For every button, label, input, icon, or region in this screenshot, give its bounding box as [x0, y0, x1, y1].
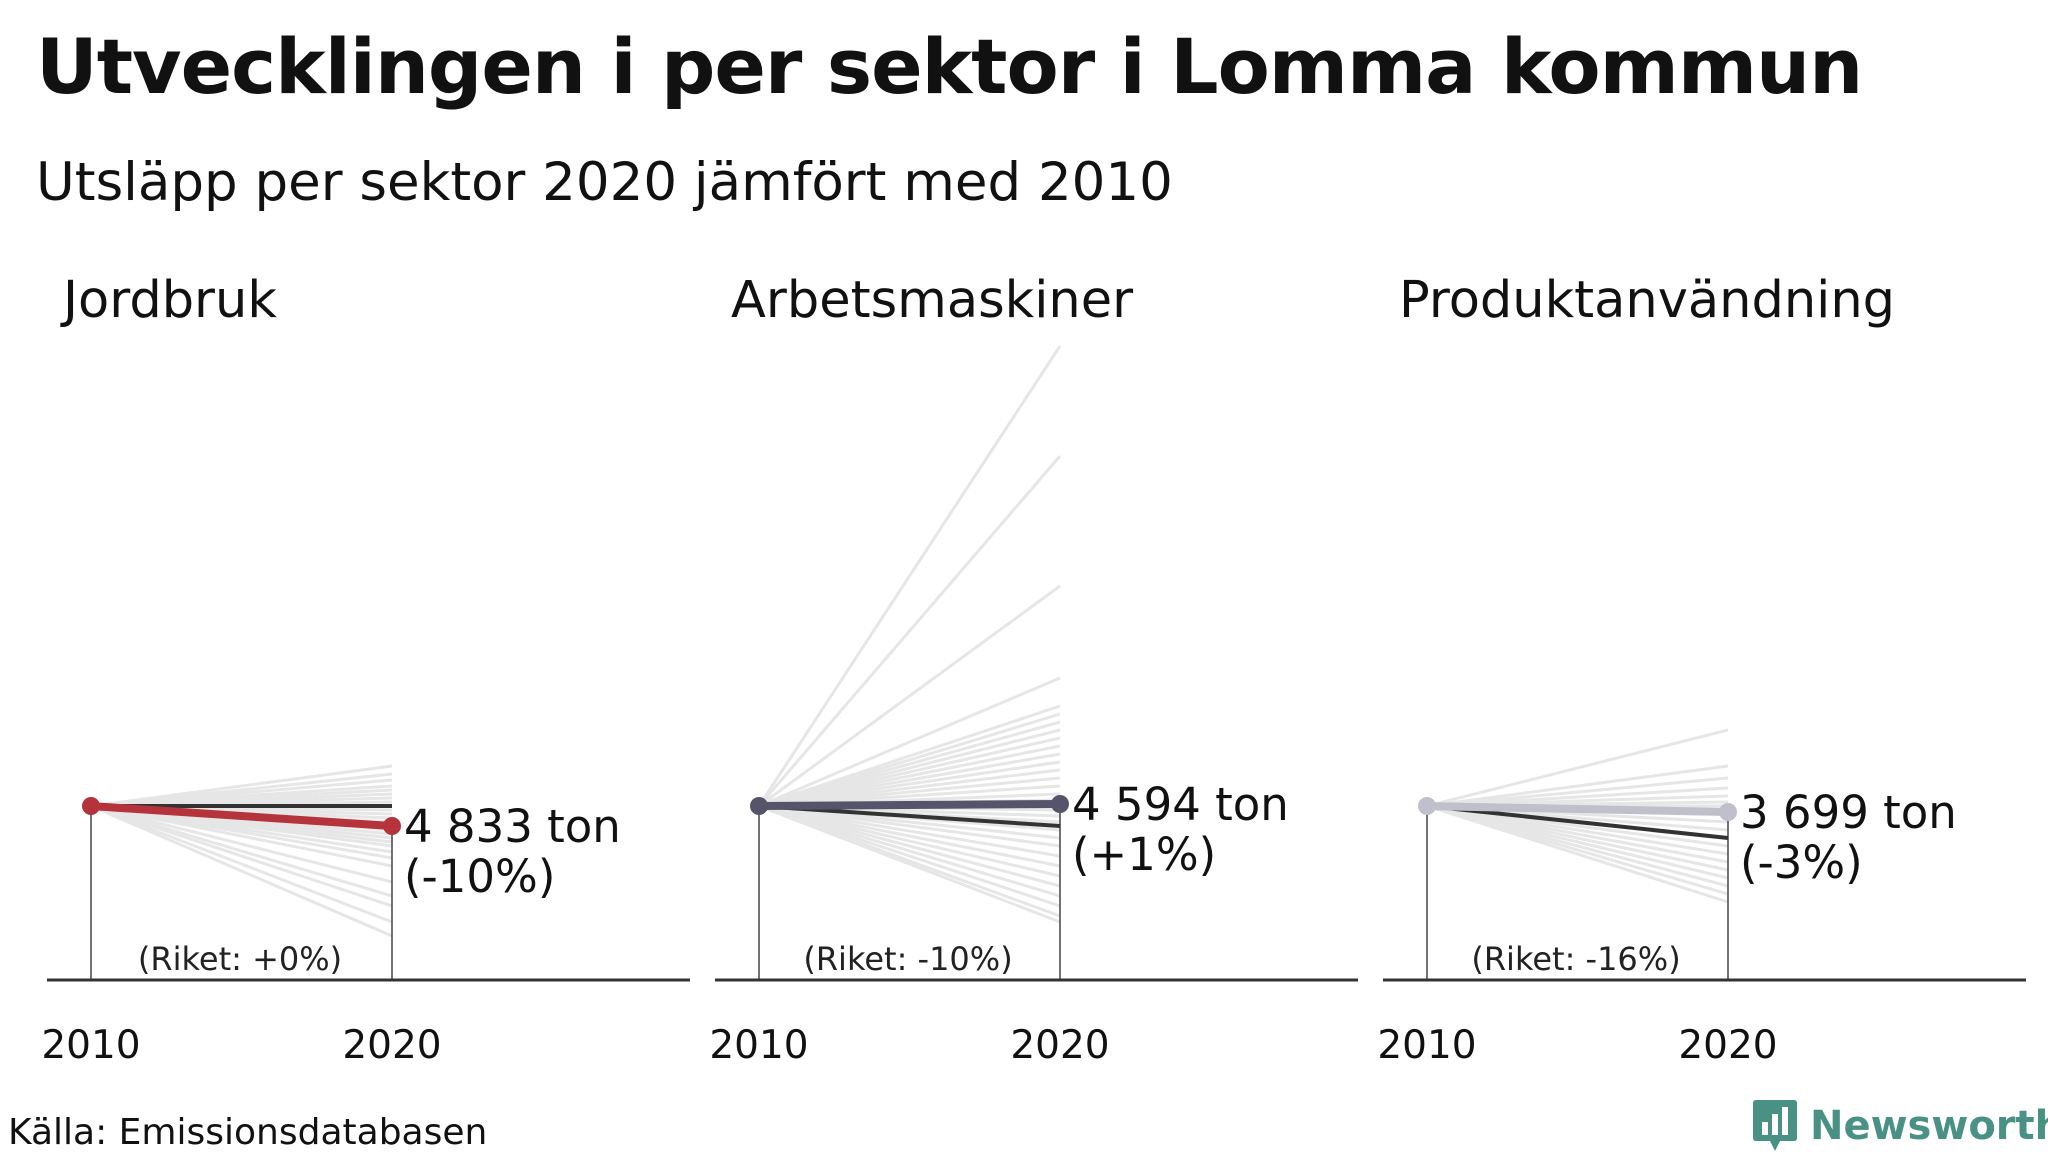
highlight-point-2020: [383, 817, 401, 835]
highlight-point-2010: [1418, 797, 1436, 815]
other-municipality-line: [758, 804, 1061, 868]
riket-label: (Riket: -16%): [1471, 940, 1680, 978]
other-municipality-line: [757, 455, 1062, 807]
other-municipality-line: [90, 804, 393, 884]
other-municipality-line: [90, 804, 393, 898]
other-municipality-line: [90, 804, 393, 924]
highlight-line: [1423, 802, 1732, 816]
highlight-line: [755, 800, 1064, 810]
panel-title: Arbetsmaskiner: [731, 271, 1133, 330]
x-tick-label: 2010: [41, 1023, 140, 1068]
riket-line: [1426, 804, 1729, 840]
newsworthy-logo: Newsworthy: [1752, 1098, 2048, 1154]
other-municipality-line: [757, 345, 1062, 807]
other-municipality-line: [758, 804, 1061, 888]
value-label: 4 594 ton: [1072, 778, 1289, 831]
highlight-line: [87, 802, 396, 830]
panel-3: Produktanvändning 3 699 ton(-3%) (Riket: -…: [1377, 271, 2026, 1068]
percent-label: (-3%): [1740, 836, 1863, 889]
other-municipality-line: [758, 804, 1061, 848]
other-municipality-line: [1426, 764, 1729, 808]
panel-title: Jordbruk: [60, 271, 277, 330]
other-municipality-line: [758, 584, 1061, 808]
bar-chart-speech-bubble-icon: [1753, 1100, 1797, 1151]
panel-title: Produktanvändning: [1399, 271, 1895, 330]
riket-label: (Riket: +0%): [138, 940, 342, 978]
other-municipality-line: [1426, 804, 1729, 904]
x-tick-label: 2010: [1377, 1023, 1476, 1068]
other-municipality-line: [758, 804, 1061, 908]
other-municipality-line: [758, 804, 1061, 878]
chart-subtitle: Utsläpp per sektor 2020 jämfört med 2010: [36, 152, 1173, 213]
logo-text: Newsworthy: [1810, 1103, 2048, 1149]
other-municipality-line: [90, 804, 393, 908]
riket-label: (Riket: -10%): [803, 940, 1012, 978]
source-note: Källa: Emissionsdatabasen: [8, 1112, 488, 1153]
other-municipality-line: [758, 804, 1061, 898]
other-municipality-line: [1426, 728, 1729, 808]
percent-label: (+1%): [1072, 828, 1216, 881]
x-tick-label: 2020: [1010, 1023, 1109, 1068]
highlight-point-2020: [1719, 803, 1737, 821]
value-label: 3 699 ton: [1740, 786, 1957, 839]
other-municipality-line: [758, 804, 1061, 924]
other-municipality-line: [758, 804, 1061, 858]
other-municipality-line: [90, 804, 393, 868]
x-tick-label: 2020: [1678, 1023, 1777, 1068]
panel-2: Arbetsmaskiner 4 594 ton(+1%) (Riket: -10%…: [709, 271, 1358, 1068]
other-municipality-line: [90, 804, 393, 938]
chart-title: Utvecklingen i per sektor i Lomma kommun: [36, 22, 1863, 111]
highlight-point-2020: [1051, 795, 1069, 813]
other-municipality-line: [758, 676, 1061, 808]
panel-1: Jordbruk 4 833 ton(-10%) (Riket: +0%) 2010 2…: [41, 271, 690, 1068]
value-label: 4 833 ton: [404, 800, 621, 853]
x-tick-label: 2020: [342, 1023, 441, 1068]
percent-label: (-10%): [404, 850, 555, 903]
x-tick-label: 2010: [709, 1023, 808, 1068]
other-municipality-line: [1426, 776, 1729, 808]
highlight-point-2010: [750, 797, 768, 815]
highlight-point-2010: [82, 797, 100, 815]
